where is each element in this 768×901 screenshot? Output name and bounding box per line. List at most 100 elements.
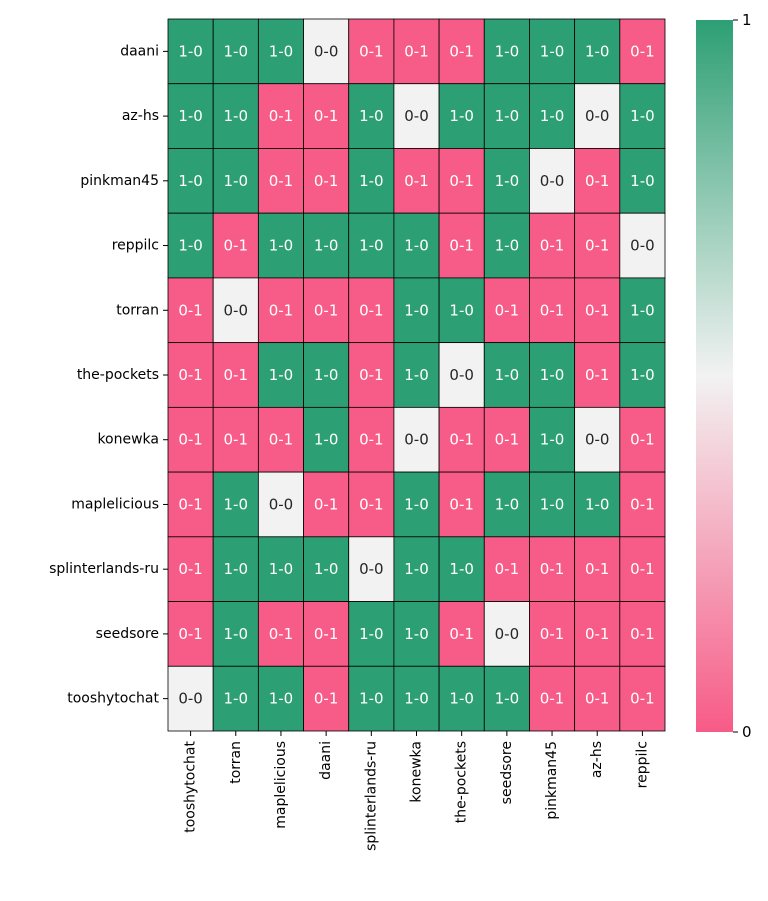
cell-annotation: 1-0 (224, 560, 249, 578)
heatmap-cell (619, 148, 666, 214)
cell-annotation: 0-1 (314, 107, 339, 125)
cell-annotation: 1-0 (404, 301, 429, 319)
cell-annotation: 0-1 (449, 625, 474, 643)
cell-annotation: 1-0 (495, 172, 520, 190)
cell-annotation: 0-1 (178, 431, 203, 449)
heatmap-cell (212, 277, 259, 344)
cell-annotation: 0-1 (269, 301, 294, 319)
heatmap-cell (257, 148, 304, 214)
cell-annotation: 0-1 (269, 625, 294, 643)
cell-annotation: 0-1 (269, 172, 294, 190)
heatmap-cell (574, 536, 621, 602)
cell-annotation: 0-1 (449, 495, 474, 513)
heatmap-cell (393, 277, 440, 344)
cell-annotation: 1-0 (314, 366, 339, 384)
column-label: daani (318, 741, 334, 780)
cell-annotation: 1-0 (449, 690, 474, 708)
heatmap-cell (167, 83, 214, 149)
cell-annotation: 0-1 (178, 366, 203, 384)
cell-annotation: 1-0 (585, 495, 610, 513)
cell-annotation: 0-1 (178, 495, 203, 513)
heatmap-cell (167, 601, 214, 667)
heatmap-cell (348, 601, 395, 667)
heatmap-cell (529, 406, 576, 473)
cell-annotation: 0-0 (540, 172, 565, 190)
column-label: splinterlands-ru (363, 741, 379, 851)
cell-annotation: 0-1 (359, 431, 384, 449)
heatmap-cell (167, 277, 214, 344)
cell-annotation: 0-1 (585, 172, 610, 190)
cell-annotation: 0-0 (359, 560, 384, 578)
heatmap-cell (438, 277, 485, 344)
cell-annotation: 0-1 (630, 625, 655, 643)
heatmap-cell (257, 18, 304, 85)
heatmap-cell (529, 212, 576, 279)
colorbar: 1 0 (696, 11, 752, 741)
heatmap-cell (303, 212, 350, 279)
heatmap-cell (483, 471, 530, 538)
cell-annotation: 1-0 (269, 690, 294, 708)
heatmap-cell (619, 471, 666, 538)
heatmap-cell (348, 471, 395, 538)
heatmap-cell (438, 148, 485, 214)
row-label: reppilc (112, 238, 159, 254)
heatmap-cell (348, 212, 395, 279)
cell-annotation: 1-0 (359, 172, 384, 190)
heatmap-cells: 1-0 1-0 1-0 0-0 0-1 0-1 0-1 1-0 1-0 1-0 0-1 1-0 1-0 0… (167, 18, 666, 732)
cell-annotation: 0-0 (630, 237, 655, 255)
cell-annotation: 0-1 (178, 625, 203, 643)
heatmap-cell (438, 536, 485, 602)
column-label: torran (228, 741, 244, 784)
cell-annotation: 0-1 (495, 431, 520, 449)
cell-annotation: 1-0 (359, 107, 384, 125)
column-label: seedsore (499, 741, 515, 804)
heatmap-cell (529, 342, 576, 408)
cell-annotation: 0-1 (630, 560, 655, 578)
heatmap-cell (574, 406, 621, 473)
heatmap-cell (574, 212, 621, 279)
cell-annotation: 1-0 (224, 42, 249, 60)
cell-annotation: 1-0 (404, 237, 429, 255)
cell-annotation: 0-1 (630, 431, 655, 449)
heatmap-cell (257, 212, 304, 279)
heatmap-cell (619, 601, 666, 667)
heatmap-cell (483, 406, 530, 473)
heatmap-cell (393, 665, 440, 732)
heatmap-cell (619, 18, 666, 85)
heatmap-cell (393, 212, 440, 279)
cell-annotation: 0-1 (540, 690, 565, 708)
cell-annotation: 0-1 (630, 495, 655, 513)
heatmap-cell (167, 406, 214, 473)
heatmap-cell (257, 406, 304, 473)
colorbar-tick-label-min: 0 (742, 723, 752, 741)
heatmap-cell (619, 83, 666, 149)
heatmap-cell (167, 18, 214, 85)
heatmap-cell (529, 601, 576, 667)
cell-annotation: 0-1 (449, 172, 474, 190)
cell-annotation: 1-0 (630, 107, 655, 125)
cell-annotation: 1-0 (540, 107, 565, 125)
cell-annotation: 1-0 (314, 431, 339, 449)
heatmap-cell (483, 536, 530, 602)
heatmap-cell (303, 601, 350, 667)
cell-annotation: 0-0 (449, 366, 474, 384)
column-label: konewka (409, 741, 425, 803)
row-label: maplelicious (71, 496, 159, 512)
cell-annotation: 1-0 (178, 42, 203, 60)
cell-annotation: 0-1 (178, 301, 203, 319)
cell-annotation: 1-0 (269, 42, 294, 60)
cell-annotation: 0-1 (540, 560, 565, 578)
heatmap-cell (393, 18, 440, 85)
row-label: torran (116, 302, 159, 318)
row-label: pinkman45 (80, 173, 159, 189)
cell-annotation: 0-0 (269, 495, 294, 513)
heatmap-cell (348, 148, 395, 214)
row-label: konewka (97, 432, 159, 448)
cell-annotation: 0-1 (585, 366, 610, 384)
cell-annotation: 0-1 (314, 495, 339, 513)
heatmap-cell (212, 665, 259, 732)
cell-annotation: 0-1 (449, 42, 474, 60)
cell-annotation: 0-1 (359, 42, 384, 60)
row-label: the-pockets (77, 367, 159, 383)
cell-annotation: 0-0 (585, 431, 610, 449)
